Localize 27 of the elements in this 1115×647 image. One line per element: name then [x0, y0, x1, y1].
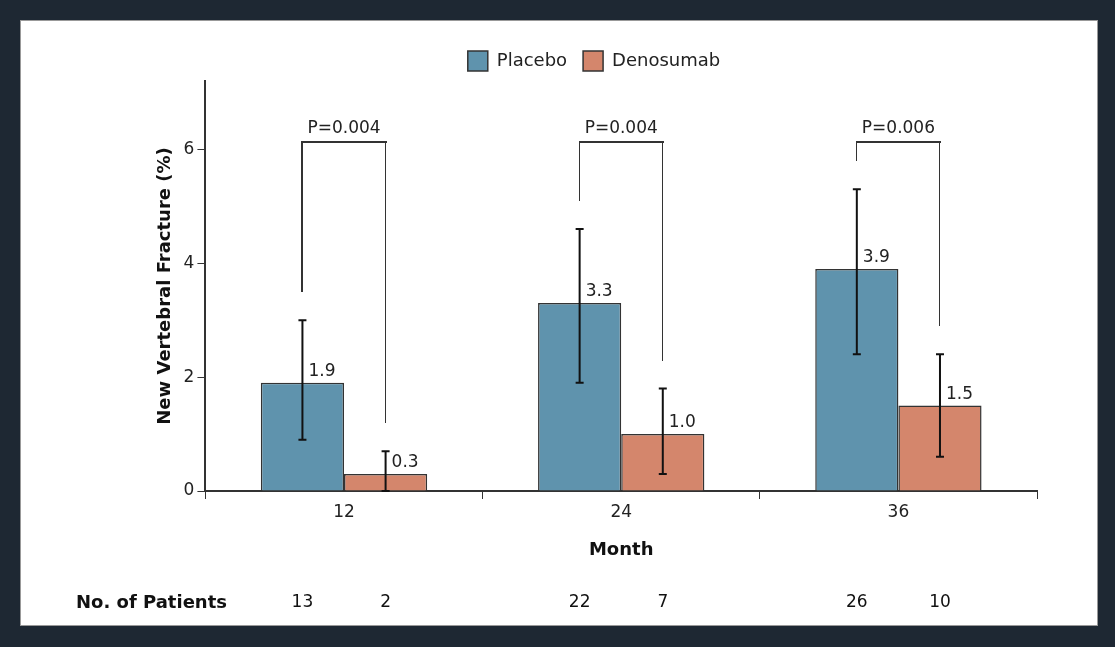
y-axis-title: New Vertebral Fracture (%)	[153, 147, 175, 425]
data-label: 0.3	[391, 450, 419, 471]
data-label: 3.3	[585, 280, 613, 301]
data-label: 1.0	[668, 410, 696, 431]
data-label: 1.5	[945, 382, 974, 403]
y-tick-label: 2	[183, 365, 195, 386]
annotation: P=0.004	[584, 116, 658, 137]
text: 10	[929, 591, 951, 612]
data-label: 3.9	[862, 245, 890, 266]
text: No. of Patients	[76, 590, 227, 612]
text: 26	[846, 591, 868, 612]
legend-label: Placebo	[496, 48, 568, 70]
text: 22	[568, 591, 591, 612]
y-tick-label: 6	[183, 137, 195, 158]
legend-label: Denosumab	[612, 48, 721, 70]
text: 13	[291, 591, 314, 612]
y-tick-label: 0	[183, 479, 195, 500]
annotation: P=0.004	[307, 116, 381, 137]
text: 2	[380, 591, 392, 612]
x-tick-label: 36	[887, 500, 910, 521]
x-axis-title: Month	[588, 537, 654, 559]
x-tick-label: 24	[610, 500, 633, 521]
x-tick-label: 12	[333, 500, 355, 521]
data-label: 1.9	[308, 359, 336, 380]
text: 7	[657, 591, 669, 612]
y-tick-label: 4	[183, 251, 195, 272]
annotation: P=0.006	[861, 116, 935, 137]
